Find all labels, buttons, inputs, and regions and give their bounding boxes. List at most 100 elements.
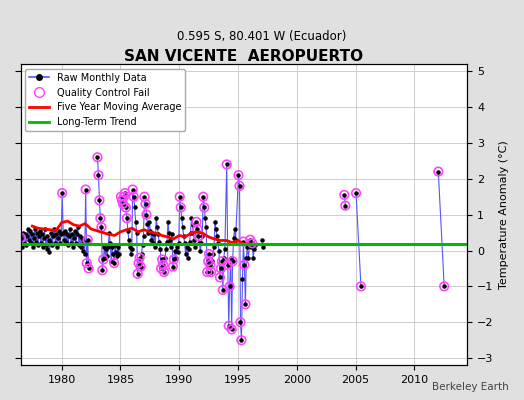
Point — [189, 229, 198, 236]
Point — [240, 262, 248, 268]
Point — [143, 220, 151, 227]
Point — [160, 269, 168, 275]
Point — [35, 233, 43, 239]
Point — [60, 236, 68, 243]
Point — [180, 240, 189, 246]
Point — [130, 204, 139, 211]
Point — [197, 240, 205, 246]
Point — [166, 236, 174, 243]
Point — [40, 226, 49, 232]
Point — [137, 251, 146, 257]
Point — [258, 244, 267, 250]
Point — [257, 236, 266, 243]
Point — [103, 253, 112, 259]
Point — [157, 265, 166, 272]
Point — [243, 244, 252, 250]
Point — [151, 244, 159, 250]
Point — [101, 254, 110, 261]
Point — [212, 226, 220, 232]
Point — [100, 244, 108, 250]
Point — [17, 235, 25, 241]
Point — [148, 229, 157, 236]
Point — [206, 262, 214, 268]
Point — [244, 254, 253, 261]
Point — [190, 236, 199, 243]
Point — [147, 236, 156, 243]
Point — [142, 212, 150, 218]
Point — [37, 240, 45, 246]
Point — [29, 244, 37, 250]
Point — [20, 240, 28, 246]
Point — [74, 242, 83, 248]
Point — [185, 238, 194, 245]
Point — [201, 215, 210, 222]
Point — [57, 231, 66, 238]
Point — [58, 190, 67, 196]
Point — [170, 256, 178, 263]
Point — [53, 244, 61, 250]
Point — [357, 283, 365, 290]
Point — [171, 247, 179, 254]
Point — [239, 238, 248, 245]
Point — [357, 283, 365, 290]
Point — [117, 194, 125, 200]
Point — [129, 194, 138, 200]
Point — [81, 251, 89, 257]
Point — [152, 215, 160, 222]
Point — [67, 240, 75, 246]
Point — [181, 251, 190, 257]
Title: SAN VICENTE  AEROPUERTO: SAN VICENTE AEROPUERTO — [124, 49, 364, 64]
Point — [28, 231, 36, 238]
Point — [74, 224, 82, 230]
Point — [59, 229, 68, 236]
Point — [111, 242, 119, 248]
Point — [80, 238, 88, 245]
Point — [219, 287, 227, 293]
Point — [99, 256, 107, 263]
Point — [169, 264, 177, 270]
Point — [123, 215, 131, 222]
Point — [225, 283, 234, 290]
Point — [30, 235, 38, 241]
Point — [227, 326, 236, 333]
Point — [23, 233, 31, 239]
Text: 0.595 S, 80.401 W (Ecuador): 0.595 S, 80.401 W (Ecuador) — [177, 30, 347, 43]
Point — [97, 224, 106, 230]
Point — [75, 233, 84, 239]
Point — [199, 194, 208, 200]
Point — [183, 254, 192, 261]
Point — [139, 233, 148, 239]
Point — [159, 262, 167, 268]
Y-axis label: Temperature Anomaly (°C): Temperature Anomaly (°C) — [499, 140, 509, 289]
Point — [216, 265, 225, 272]
Point — [156, 246, 165, 252]
Point — [241, 301, 249, 308]
Point — [150, 231, 159, 238]
Point — [128, 186, 137, 193]
Point — [157, 265, 166, 272]
Point — [215, 247, 223, 254]
Point — [113, 253, 121, 259]
Point — [135, 254, 144, 261]
Point — [178, 215, 186, 222]
Point — [93, 154, 102, 160]
Point — [204, 258, 212, 264]
Point — [37, 231, 46, 238]
Point — [125, 236, 133, 243]
Point — [96, 215, 105, 222]
Point — [122, 204, 130, 211]
Point — [134, 260, 143, 266]
Point — [209, 251, 217, 257]
Point — [141, 201, 150, 207]
Point — [246, 236, 255, 243]
Point — [241, 301, 249, 308]
Point — [213, 233, 221, 239]
Point — [226, 254, 235, 261]
Point — [117, 194, 125, 200]
Point — [32, 229, 41, 236]
Point — [193, 226, 202, 232]
Point — [55, 228, 63, 234]
Point — [220, 254, 228, 261]
Point — [211, 219, 219, 225]
Point — [56, 240, 64, 246]
